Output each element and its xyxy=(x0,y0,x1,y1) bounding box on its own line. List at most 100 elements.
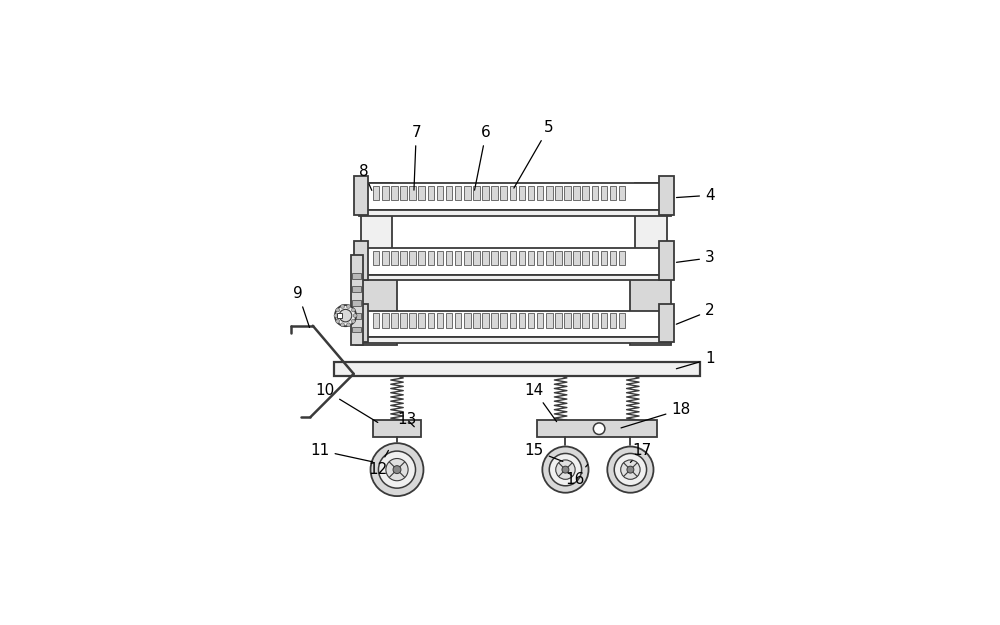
Bar xyxy=(528,314,534,328)
Bar xyxy=(491,314,498,328)
Bar xyxy=(546,251,553,266)
Circle shape xyxy=(351,308,355,312)
Bar xyxy=(418,251,425,266)
Bar xyxy=(428,186,434,201)
Text: 12: 12 xyxy=(368,451,388,477)
Text: 18: 18 xyxy=(621,402,691,428)
Bar xyxy=(382,186,389,201)
Text: 11: 11 xyxy=(310,443,373,462)
Bar xyxy=(361,183,392,253)
Bar xyxy=(573,251,580,266)
Bar xyxy=(482,186,489,201)
Bar xyxy=(464,186,471,201)
Bar xyxy=(464,314,471,328)
Bar xyxy=(528,251,534,266)
Bar xyxy=(555,251,562,266)
Bar xyxy=(409,251,416,266)
Bar xyxy=(446,186,452,201)
Bar xyxy=(373,420,421,437)
Bar xyxy=(352,313,361,319)
Bar xyxy=(351,256,363,344)
Bar xyxy=(491,186,498,201)
Circle shape xyxy=(607,446,654,493)
Bar xyxy=(373,251,379,266)
Circle shape xyxy=(562,466,569,473)
Bar xyxy=(428,251,434,266)
Text: 14: 14 xyxy=(525,382,557,422)
Text: 9: 9 xyxy=(293,286,309,328)
Bar xyxy=(555,186,562,201)
Bar xyxy=(400,186,407,201)
Circle shape xyxy=(542,446,589,493)
Bar xyxy=(428,314,434,328)
Circle shape xyxy=(549,454,582,486)
Bar xyxy=(352,272,361,279)
Text: 5: 5 xyxy=(514,121,553,188)
Text: 15: 15 xyxy=(525,443,563,461)
Bar xyxy=(409,186,416,201)
Bar xyxy=(619,314,625,328)
Bar xyxy=(356,253,397,344)
Bar xyxy=(582,251,589,266)
Bar xyxy=(601,314,607,328)
Bar xyxy=(418,186,425,201)
Bar xyxy=(455,251,461,266)
Bar xyxy=(359,311,671,338)
Bar xyxy=(382,314,389,328)
Bar xyxy=(354,304,368,342)
Text: 8: 8 xyxy=(359,164,372,191)
Bar xyxy=(455,186,461,201)
Bar xyxy=(510,314,516,328)
Bar xyxy=(573,186,580,201)
Bar xyxy=(519,186,525,201)
Bar xyxy=(334,362,700,376)
Circle shape xyxy=(339,309,352,322)
Bar xyxy=(582,186,589,201)
Bar xyxy=(500,186,507,201)
Bar xyxy=(446,251,452,266)
Bar xyxy=(437,314,443,328)
Bar xyxy=(352,300,361,306)
Bar xyxy=(546,314,553,328)
Circle shape xyxy=(593,423,605,434)
Text: 13: 13 xyxy=(397,412,416,427)
Bar xyxy=(537,420,657,437)
Bar xyxy=(359,248,671,275)
Bar xyxy=(391,186,398,201)
Bar xyxy=(359,275,671,281)
Bar xyxy=(659,241,674,279)
Bar xyxy=(391,314,398,328)
Bar xyxy=(659,176,674,214)
Bar xyxy=(418,314,425,328)
Bar xyxy=(464,251,471,266)
Bar xyxy=(537,186,543,201)
Bar xyxy=(482,314,489,328)
Bar xyxy=(437,251,443,266)
Bar xyxy=(592,314,598,328)
Bar xyxy=(352,286,361,292)
Bar xyxy=(519,251,525,266)
Bar xyxy=(500,314,507,328)
Circle shape xyxy=(556,460,575,479)
Circle shape xyxy=(351,319,355,323)
Circle shape xyxy=(393,466,401,474)
Bar xyxy=(546,186,553,201)
Text: 16: 16 xyxy=(565,464,588,487)
Circle shape xyxy=(335,305,356,326)
Bar xyxy=(610,314,616,328)
Circle shape xyxy=(353,314,357,318)
Bar xyxy=(610,251,616,266)
Text: 3: 3 xyxy=(676,251,715,266)
Circle shape xyxy=(336,308,340,312)
Bar xyxy=(455,314,461,328)
Bar xyxy=(352,327,361,332)
Bar xyxy=(354,241,368,279)
Bar xyxy=(400,314,407,328)
Bar xyxy=(337,313,342,318)
Bar xyxy=(473,186,480,201)
Bar xyxy=(359,338,671,343)
Circle shape xyxy=(336,319,340,323)
Bar xyxy=(510,186,516,201)
Bar xyxy=(359,183,671,210)
Bar xyxy=(537,314,543,328)
